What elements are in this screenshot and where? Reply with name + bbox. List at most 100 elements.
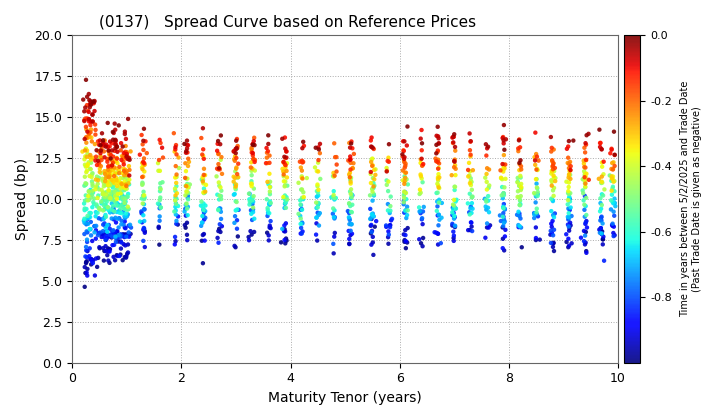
Point	[562, 201, 573, 208]
Point	[464, 153, 476, 160]
Point	[107, 160, 119, 166]
Point	[181, 205, 193, 212]
Point	[384, 224, 396, 231]
Point	[566, 213, 577, 219]
Point	[298, 194, 310, 200]
Point	[111, 193, 122, 200]
Point	[415, 160, 426, 166]
Point	[94, 159, 105, 166]
Point	[122, 211, 134, 218]
Point	[609, 232, 621, 239]
Point	[116, 202, 127, 209]
Point	[198, 189, 210, 196]
Point	[102, 144, 114, 150]
Point	[279, 195, 290, 202]
Point	[531, 184, 543, 191]
Point	[498, 247, 510, 254]
Point	[106, 200, 117, 207]
Point	[515, 173, 526, 179]
Point	[498, 192, 510, 199]
Point	[594, 208, 606, 215]
Point	[369, 223, 381, 230]
Point	[450, 172, 462, 178]
Point	[398, 192, 410, 199]
Point	[85, 98, 96, 105]
Point	[343, 241, 355, 247]
Point	[564, 190, 576, 197]
Point	[384, 203, 396, 210]
Point	[212, 161, 224, 168]
Point	[580, 171, 592, 177]
Point	[580, 184, 591, 190]
Point	[433, 211, 444, 218]
Point	[93, 155, 104, 162]
Point	[118, 241, 130, 247]
Point	[102, 158, 113, 165]
Point	[433, 171, 444, 178]
Point	[563, 195, 575, 202]
Point	[366, 215, 377, 222]
Point	[116, 218, 127, 224]
Point	[297, 219, 308, 226]
Point	[154, 136, 166, 143]
Point	[498, 220, 510, 226]
Point	[81, 93, 93, 100]
Point	[310, 144, 322, 151]
Point	[400, 245, 412, 252]
Point	[296, 230, 307, 237]
Point	[580, 228, 592, 235]
Point	[449, 158, 460, 165]
Point	[433, 140, 444, 147]
Point	[416, 215, 428, 222]
Point	[103, 165, 114, 172]
Point	[281, 168, 292, 174]
Point	[414, 208, 426, 215]
Point	[366, 144, 377, 150]
Point	[99, 168, 110, 174]
Point	[401, 203, 413, 210]
Point	[344, 203, 356, 210]
Point	[313, 212, 325, 218]
Point	[91, 184, 103, 190]
Point	[93, 174, 104, 181]
Point	[512, 194, 523, 200]
Point	[211, 173, 222, 180]
Point	[399, 154, 410, 160]
Point	[180, 212, 192, 219]
Point	[138, 155, 150, 162]
Point	[84, 189, 95, 195]
Point	[513, 145, 524, 152]
Point	[102, 179, 113, 186]
Point	[383, 231, 395, 238]
Point	[479, 195, 490, 202]
Point	[483, 209, 495, 215]
Point	[531, 205, 542, 212]
Point	[138, 168, 150, 175]
Point	[549, 175, 561, 181]
Point	[114, 163, 125, 170]
Point	[546, 230, 558, 236]
Point	[580, 232, 591, 239]
Point	[294, 213, 306, 219]
Point	[482, 145, 493, 152]
Point	[264, 191, 276, 197]
Point	[170, 207, 181, 214]
Point	[328, 205, 339, 212]
Point	[580, 218, 592, 224]
Point	[81, 197, 92, 203]
Point	[417, 179, 428, 186]
Point	[108, 130, 120, 136]
Point	[109, 199, 121, 206]
Point	[449, 213, 460, 220]
Point	[563, 160, 575, 167]
Point	[122, 203, 133, 210]
Point	[109, 233, 121, 240]
Point	[136, 195, 148, 202]
Point	[606, 192, 618, 198]
Point	[122, 233, 133, 239]
Point	[415, 135, 426, 142]
Point	[295, 164, 307, 171]
Point	[79, 136, 91, 142]
Point	[114, 215, 125, 222]
Point	[117, 195, 129, 202]
